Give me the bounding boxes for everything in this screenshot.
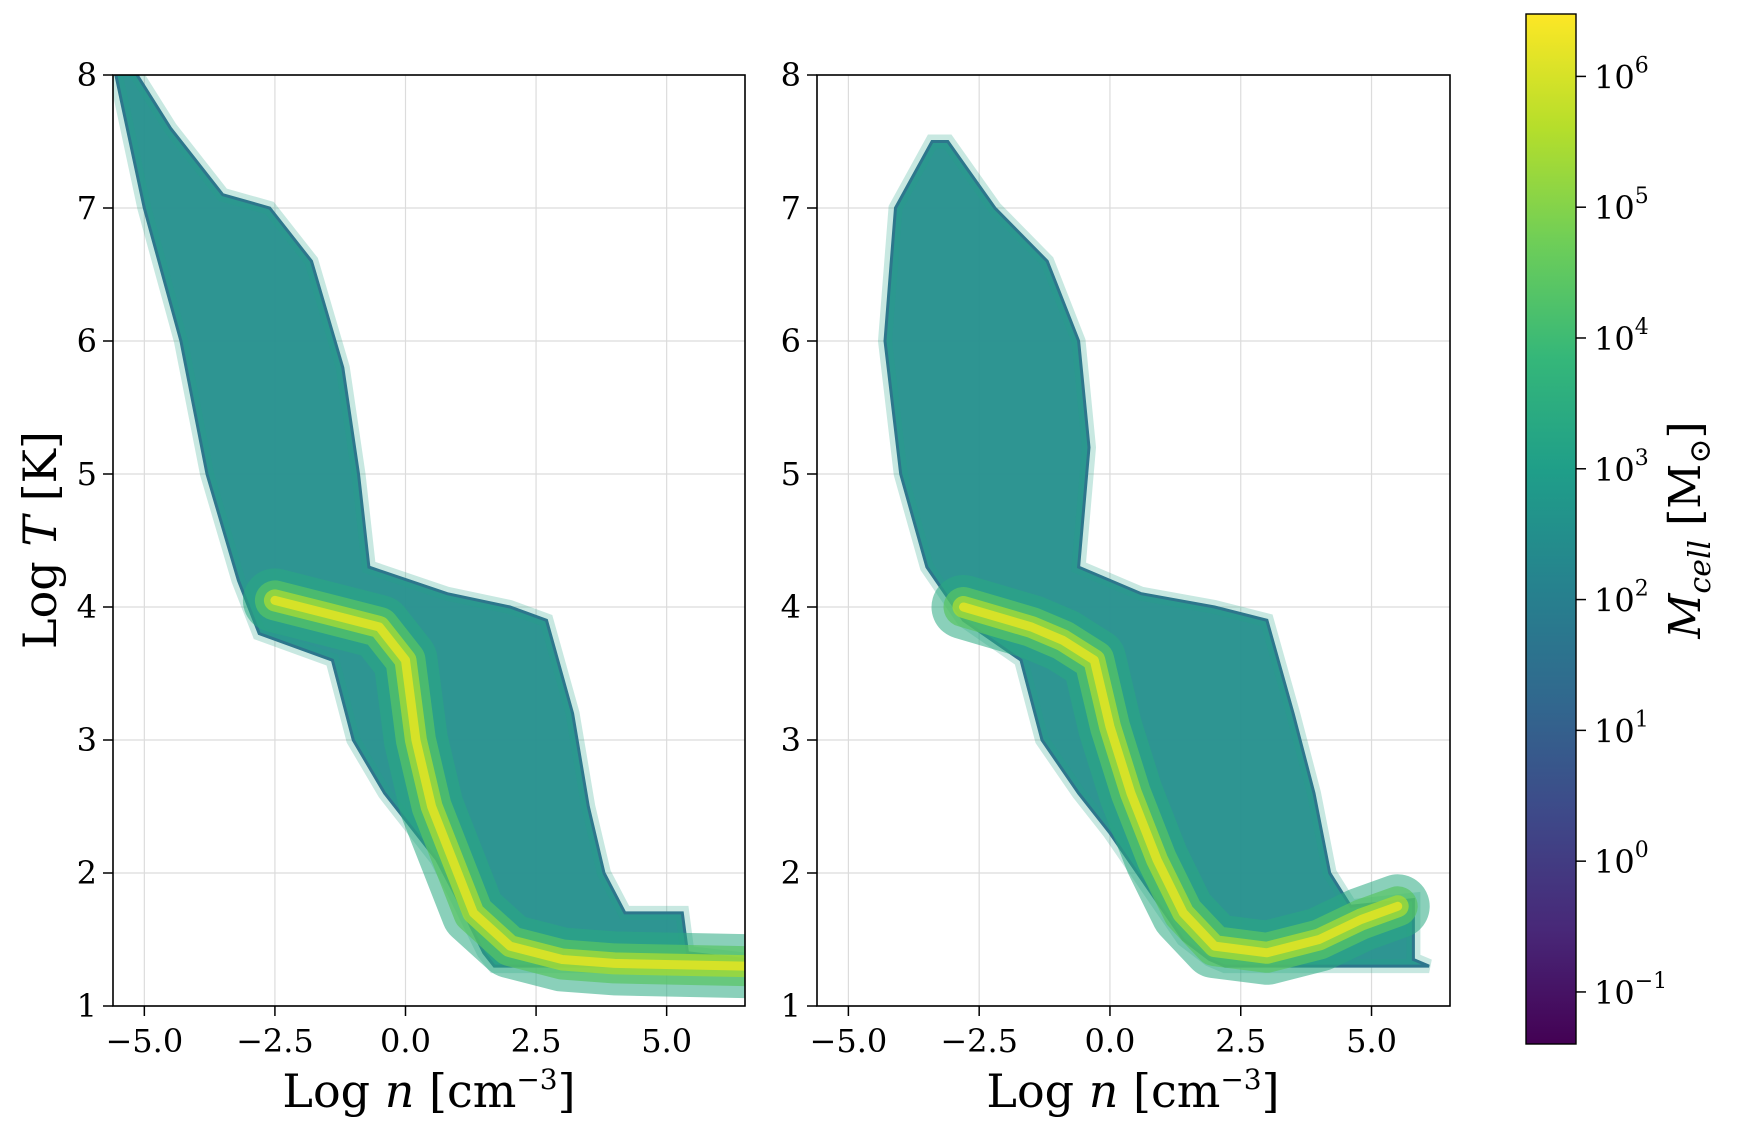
colorbar-tick-label: 101 [1594,707,1649,750]
left-panel: −5.0 −2.5 0.0 2.5 5.0 1 2 3 4 5 6 7 8 Log n [cm−3] L… [13,56,746,1118]
right-y-tick-label: 4 [781,588,801,626]
left-ticks: −5.0 −2.5 0.0 2.5 5.0 1 2 3 4 5 6 7 8 [77,56,692,1060]
right-axes-frame [816,74,1451,1007]
colorbar-tick-label: 100 [1594,838,1649,881]
right-y-tick-label: 5 [781,455,801,493]
left-envelope-halo [113,75,745,974]
colorbar-label: Mcell [M⊙] [1660,421,1718,639]
right-x-tick-label: −5.0 [810,1022,888,1060]
right-ridge-layer-3 [959,602,1403,958]
colorbar-tick-label: 106 [1594,53,1649,96]
left-x-tick-label: 2.5 [511,1022,562,1060]
left-x-tick-label: 0.0 [380,1022,431,1060]
y-axis-label: Log T [K] [13,431,67,649]
left-axes-frame [112,74,746,1007]
left-y-tick-label: 1 [77,987,97,1025]
right-panel: −5.0 −2.5 0.0 2.5 5.0 1 2 3 4 5 6 7 8 Log n [cm−3] [781,56,1451,1118]
left-x-axis-label: Log n [cm−3] [282,1063,575,1118]
left-y-tick-label: 8 [77,56,97,94]
right-y-tick-label: 3 [781,721,801,759]
colorbar-tick-label: 104 [1594,315,1649,358]
left-x-tick-label: −5.0 [105,1022,183,1060]
left-y-tick-label: 3 [77,721,97,759]
right-y-tick-label: 1 [781,987,801,1025]
left-heatmap-data [113,75,745,999]
right-x-tick-label: 0.0 [1085,1022,1136,1060]
left-x-tick-label: 5.0 [641,1022,692,1060]
colorbar-fill [1525,13,1577,1045]
colorbar: 10−1 100 101 102 103 104 105 106 Mcell [M⊙] [1525,13,1718,1045]
colorbar-ticks: 10−1 100 101 102 103 104 105 106 [1576,53,1667,1012]
left-x-tick-label: −2.5 [236,1022,314,1060]
right-y-tick-label: 6 [781,322,801,360]
right-y-tick-label: 2 [781,854,801,892]
colorbar-tick-label: 105 [1594,184,1649,227]
left-y-tick-label: 4 [77,588,97,626]
left-y-tick-label: 7 [77,189,97,227]
left-y-tick-label: 6 [77,322,97,360]
right-heatmap-data [877,134,1432,985]
right-x-axis-label: Log n [cm−3] [986,1063,1279,1118]
right-y-tick-label: 8 [781,56,801,94]
colorbar-tick-label: 102 [1594,577,1649,620]
right-x-tick-label: 2.5 [1215,1022,1266,1060]
left-y-tick-label: 5 [77,455,97,493]
left-ridge-layer-3 [270,595,745,971]
left-y-tick-label: 2 [77,854,97,892]
right-x-tick-label: 5.0 [1346,1022,1397,1060]
right-ticks: −5.0 −2.5 0.0 2.5 5.0 1 2 3 4 5 6 7 8 [781,56,1397,1060]
left-distribution-envelope [114,75,745,968]
right-y-tick-label: 7 [781,189,801,227]
right-x-tick-label: −2.5 [940,1022,1018,1060]
colorbar-tick-label: 10−1 [1594,969,1667,1012]
colorbar-tick-label: 103 [1594,446,1649,489]
